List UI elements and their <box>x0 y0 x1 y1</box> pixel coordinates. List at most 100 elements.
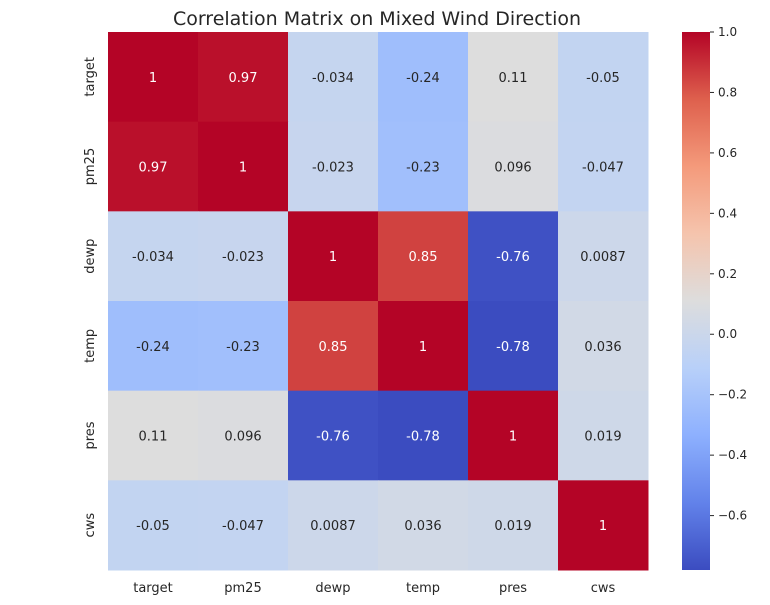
x-tick-label-pres: pres <box>499 581 527 596</box>
cell-value-label: 1 <box>329 250 337 265</box>
colorbar-tick-label: −0.4 <box>718 448 747 462</box>
cell-value-label: -0.05 <box>586 71 620 86</box>
heatmap-cell-cws-pres <box>468 480 559 571</box>
y-tick-label-dewp: dewp <box>83 239 98 274</box>
cell-value-label: 1 <box>149 71 157 86</box>
x-tick-label-target: target <box>133 581 173 596</box>
heatmap-cell-dewp-pm25 <box>198 211 289 302</box>
heatmap-cell-target-target <box>108 32 199 123</box>
cell-value-label: -0.78 <box>496 340 530 355</box>
colorbar-tick-label: 0.8 <box>718 85 737 99</box>
chart-title: Correlation Matrix on Mixed Wind Directi… <box>173 8 581 30</box>
heatmap-cell-target-cws <box>558 32 649 123</box>
cell-value-label: -0.76 <box>496 250 530 265</box>
cell-value-label: -0.05 <box>136 519 170 534</box>
heatmap-cell-dewp-pres <box>468 211 559 302</box>
cell-value-label: 1 <box>509 430 517 445</box>
heatmap-cell-temp-temp <box>378 301 469 392</box>
cell-value-label: -0.047 <box>582 161 624 176</box>
heatmap-cell-pres-pres <box>468 390 559 481</box>
cell-value-label: 0.036 <box>584 340 621 355</box>
cell-value-label: 1 <box>239 161 247 176</box>
cell-value-label: -0.24 <box>136 340 170 355</box>
x-tick-label-pm25: pm25 <box>224 581 261 596</box>
x-axis-ticks: target pm25 dewp temp pres cws <box>133 581 615 596</box>
heatmap-cell-pm25-target <box>108 121 199 212</box>
heatmap-cell-dewp-cws <box>558 211 649 302</box>
x-tick-label-temp: temp <box>406 581 440 596</box>
x-tick-label-dewp: dewp <box>315 581 350 596</box>
cell-value-label: -0.047 <box>222 519 264 534</box>
colorbar <box>682 32 710 570</box>
heatmap-cell-target-temp <box>378 32 469 123</box>
heatmap-cell-cws-pm25 <box>198 480 289 571</box>
cell-value-label: 0.97 <box>229 71 258 86</box>
colorbar-tick-label: 0.0 <box>718 327 737 341</box>
colorbar-ticks: 1.0 0.8 0.6 0.4 0.2 0.0 −0.2 −0.4 −0.6 <box>710 25 747 523</box>
heatmap-cell-temp-dewp <box>288 301 379 392</box>
heatmap-cell-target-pres <box>468 32 559 123</box>
cell-value-label: -0.76 <box>316 430 350 445</box>
heatmap-cell-dewp-target <box>108 211 199 302</box>
cell-value-label: -0.23 <box>226 340 260 355</box>
heatmap-cell-pres-cws <box>558 390 649 481</box>
colorbar-tick-label: −0.2 <box>718 388 747 402</box>
cell-value-label: -0.034 <box>312 71 354 86</box>
cell-value-label: -0.023 <box>312 161 354 176</box>
heatmap-cell-pres-target <box>108 390 199 481</box>
heatmap-cell-temp-cws <box>558 301 649 392</box>
heatmap-cell-pres-temp <box>378 390 469 481</box>
cell-value-label: 0.0087 <box>310 519 356 534</box>
y-tick-label-cws: cws <box>83 513 98 538</box>
heatmap-cell-cws-dewp <box>288 480 379 571</box>
cell-value-label: -0.24 <box>406 71 440 86</box>
cell-value-label: 1 <box>419 340 427 355</box>
y-tick-label-pres: pres <box>83 421 98 449</box>
cell-value-label: 0.0087 <box>580 250 626 265</box>
heatmap-cell-pres-dewp <box>288 390 379 481</box>
heatmap-cell-dewp-dewp <box>288 211 379 302</box>
heatmap-cells: 1 0.97 -0.034 -0.24 0.11 -0.05 0.97 1 -0.023 -0.2… <box>108 32 649 571</box>
heatmap-cell-target-pm25 <box>198 32 289 123</box>
heatmap-cell-pm25-pres <box>468 121 559 212</box>
y-tick-label-temp: temp <box>83 329 98 363</box>
cell-value-label: 0.85 <box>319 340 348 355</box>
heatmap-cell-pm25-dewp <box>288 121 379 212</box>
heatmap-cell-temp-target <box>108 301 199 392</box>
cell-value-label: 0.97 <box>139 161 168 176</box>
cell-value-label: -0.23 <box>406 161 440 176</box>
cell-value-label: -0.78 <box>406 430 440 445</box>
y-axis-ticks: target pm25 dewp temp pres cws <box>83 57 98 537</box>
x-tick-label-cws: cws <box>591 581 616 596</box>
heatmap-cell-pres-pm25 <box>198 390 289 481</box>
cell-value-label: 1 <box>599 519 607 534</box>
heatmap-cell-dewp-temp <box>378 211 469 302</box>
heatmap-cell-pm25-temp <box>378 121 469 212</box>
colorbar-tick-label: 0.2 <box>718 267 737 281</box>
heatmap-cell-cws-cws <box>558 480 649 571</box>
cell-value-label: 0.036 <box>404 519 441 534</box>
heatmap-cell-cws-temp <box>378 480 469 571</box>
cell-value-label: 0.019 <box>494 519 531 534</box>
colorbar-tick-label: −0.6 <box>718 509 747 523</box>
colorbar-tick-label: 0.4 <box>718 206 737 220</box>
cell-value-label: 0.096 <box>224 430 261 445</box>
cell-value-label: 0.096 <box>494 161 531 176</box>
cell-value-label: 0.85 <box>409 250 438 265</box>
cell-value-label: -0.034 <box>132 250 174 265</box>
heatmap-cell-temp-pres <box>468 301 559 392</box>
heatmap-cell-pm25-pm25 <box>198 121 289 212</box>
cell-value-label: 0.11 <box>499 71 528 86</box>
heatmap-cell-pm25-cws <box>558 121 649 212</box>
cell-value-label: -0.023 <box>222 250 264 265</box>
colorbar-tick-label: 1.0 <box>718 25 737 39</box>
cell-value-label: 0.019 <box>584 430 621 445</box>
heatmap-cell-temp-pm25 <box>198 301 289 392</box>
heatmap-cell-cws-target <box>108 480 199 571</box>
colorbar-tick-label: 0.6 <box>718 146 737 160</box>
y-tick-label-target: target <box>83 57 98 97</box>
y-tick-label-pm25: pm25 <box>83 148 98 185</box>
heatmap-cell-target-dewp <box>288 32 379 123</box>
cell-value-label: 0.11 <box>139 430 168 445</box>
